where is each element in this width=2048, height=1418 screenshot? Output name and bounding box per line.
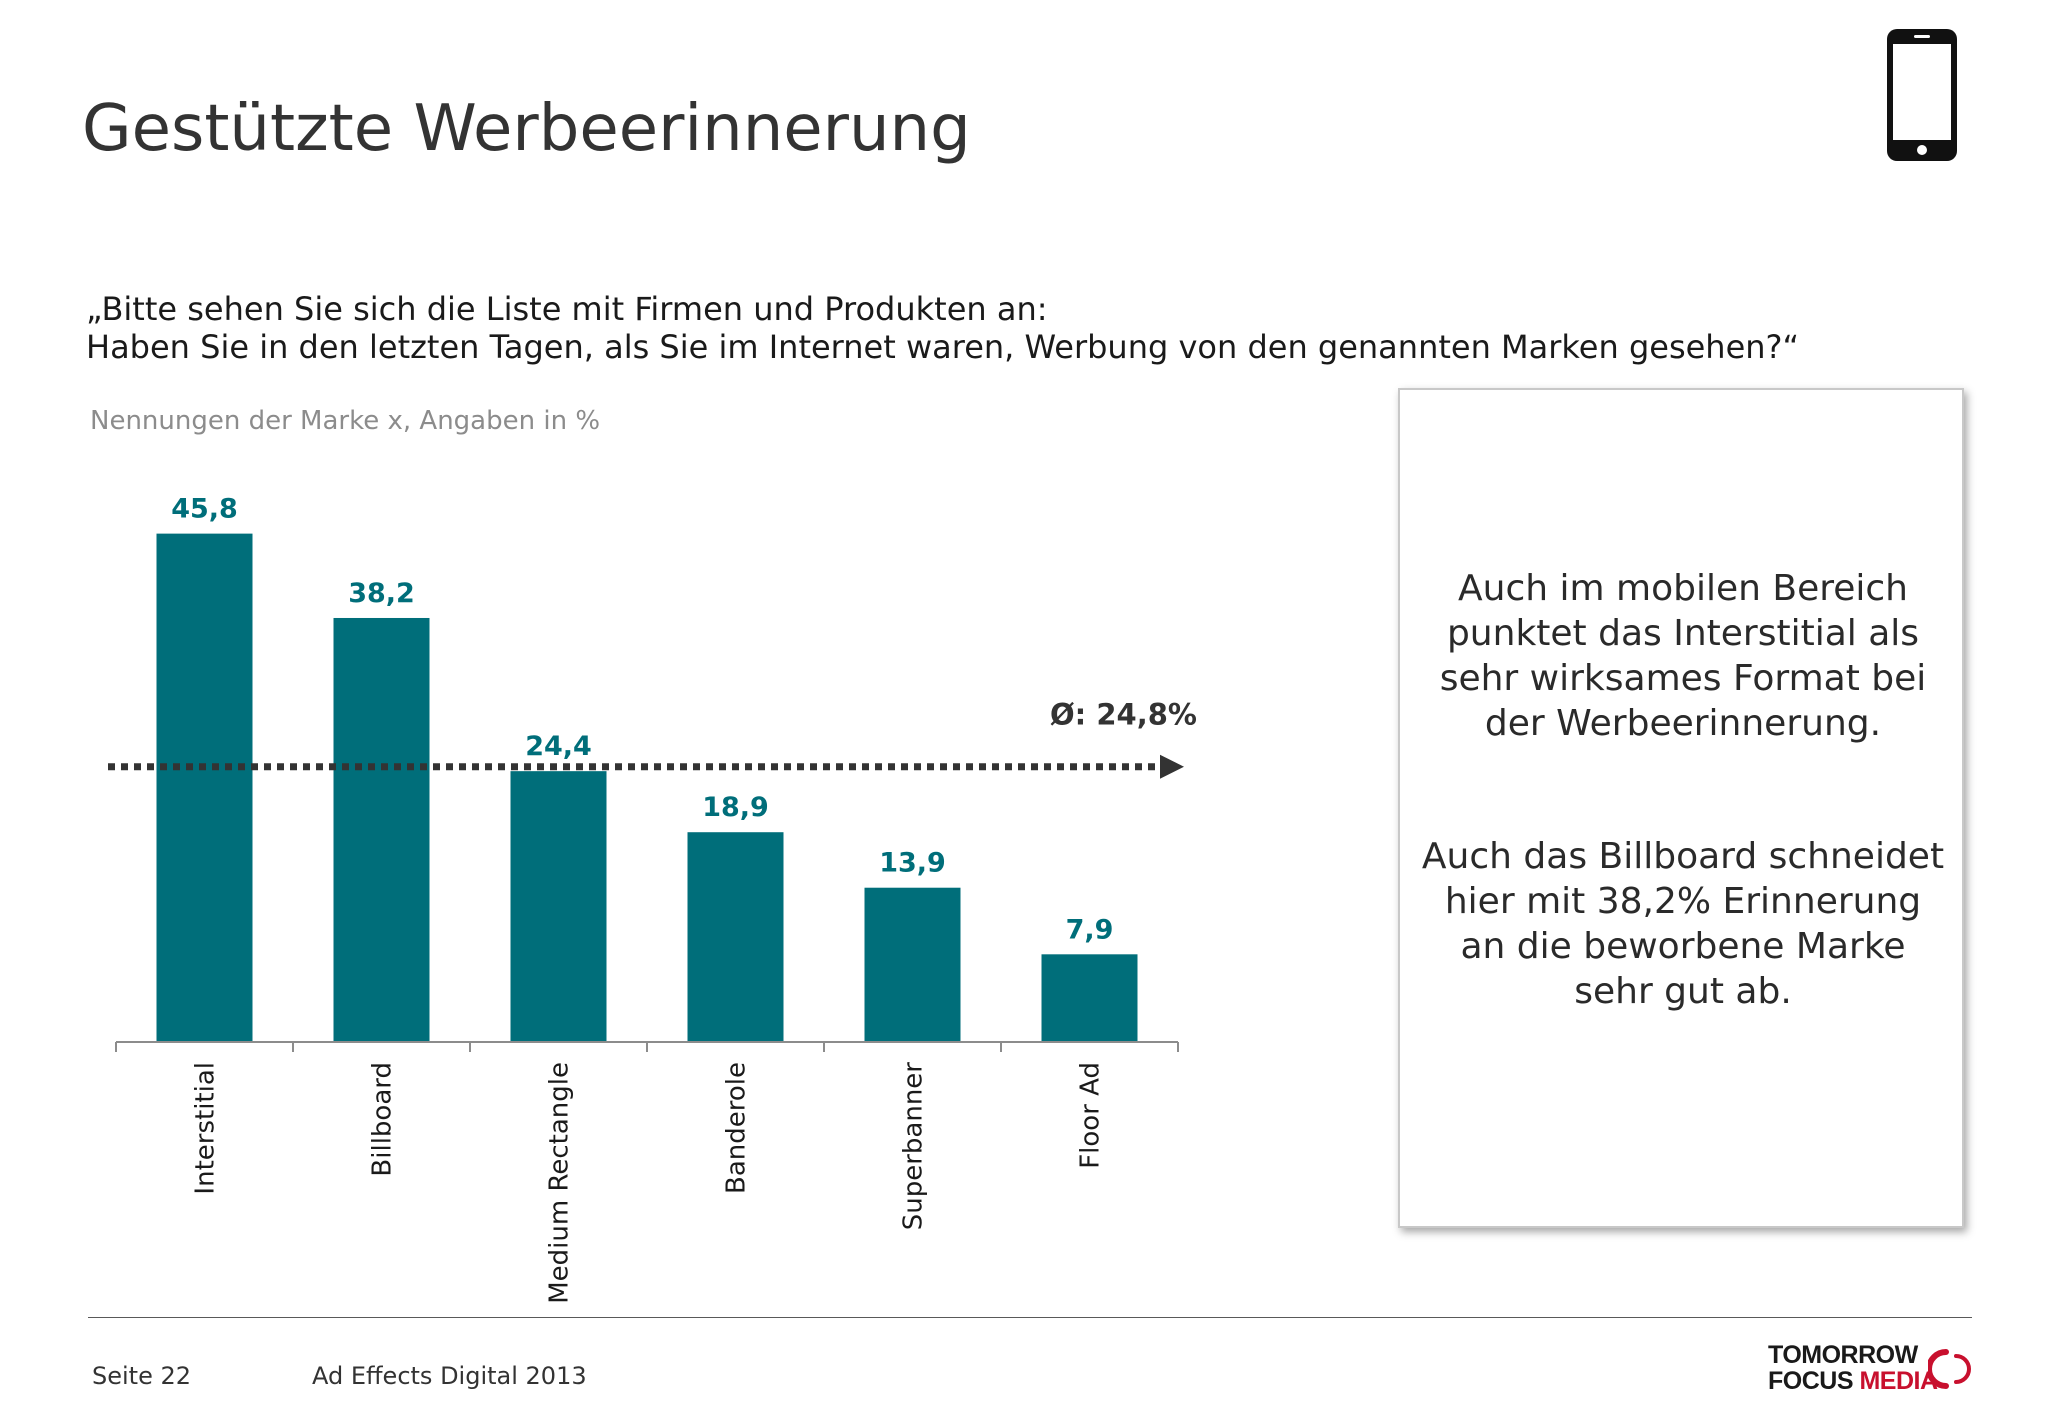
x-axis xyxy=(115,1041,1179,1052)
bar-medium-rectangle xyxy=(510,771,607,1042)
survey-question: „Bitte sehen Sie sich die Liste mit Firm… xyxy=(86,290,1799,366)
bar-billboard xyxy=(333,617,430,1042)
logo-line2-a: FOCUS xyxy=(1768,1367,1860,1395)
logo-ring-icon xyxy=(1928,1349,1971,1389)
logo-line2: FOCUS MEDIA xyxy=(1768,1368,1938,1394)
study-name: Ad Effects Digital 2013 xyxy=(312,1362,587,1390)
bar-superbanner xyxy=(864,887,961,1042)
page-title: Gestützte Werbeerinnerung xyxy=(82,92,971,166)
logo-line1: TOMORROW xyxy=(1768,1341,1918,1369)
data-label: 18,9 xyxy=(702,792,769,823)
callout-paragraph-1: Auch im mobilen Bereich punktet das Inte… xyxy=(1439,568,1927,744)
category-label: Interstitial xyxy=(191,1062,221,1195)
logo-line2-b: MEDIA xyxy=(1859,1367,1938,1395)
bar-banderole xyxy=(687,832,784,1042)
data-label: 13,9 xyxy=(879,848,946,879)
category-label: Superbanner xyxy=(899,1062,929,1231)
category-label: Floor Ad xyxy=(1076,1062,1106,1169)
bars-layer xyxy=(156,533,1138,1042)
data-label: 24,4 xyxy=(525,731,592,762)
data-labels-layer: 45,8 38,2 24,4 18,9 13,9 7,9 xyxy=(171,494,1113,946)
category-label: Billboard xyxy=(368,1062,398,1177)
footer-divider xyxy=(88,1317,1972,1318)
data-label: 38,2 xyxy=(348,578,415,609)
data-label: 7,9 xyxy=(1066,914,1114,945)
callout-box: Auch im mobilen Bereich punktet das Inte… xyxy=(1398,388,1964,1228)
category-label: Banderole xyxy=(722,1062,752,1194)
survey-question-line1: „Bitte sehen Sie sich die Liste mit Firm… xyxy=(86,290,1048,328)
average-arrow-icon xyxy=(1160,754,1184,779)
bar-interstitial xyxy=(156,533,253,1042)
average-line-layer: Ø: 24,8% xyxy=(108,698,1197,779)
average-label: Ø: 24,8% xyxy=(1050,698,1197,732)
page-number: Seite 22 xyxy=(92,1362,192,1390)
survey-question-line2: Haben Sie in den letzten Tagen, als Sie … xyxy=(86,328,1800,366)
data-label: 45,8 xyxy=(171,494,238,525)
bar-floor-ad xyxy=(1041,954,1138,1042)
callout-paragraph-2: Auch das Billboard schneidet hier mit 38… xyxy=(1421,836,1945,1012)
company-logo: TOMORROW FOCUS MEDIA xyxy=(1768,1342,1978,1398)
smartphone-icon xyxy=(1887,29,1957,161)
chart-subtitle: Nennungen der Marke x, Angaben in % xyxy=(90,406,601,436)
category-labels-layer: Interstitial Billboard Medium Rectangle Ban… xyxy=(191,1062,1106,1304)
category-label: Medium Rectangle xyxy=(545,1062,575,1304)
